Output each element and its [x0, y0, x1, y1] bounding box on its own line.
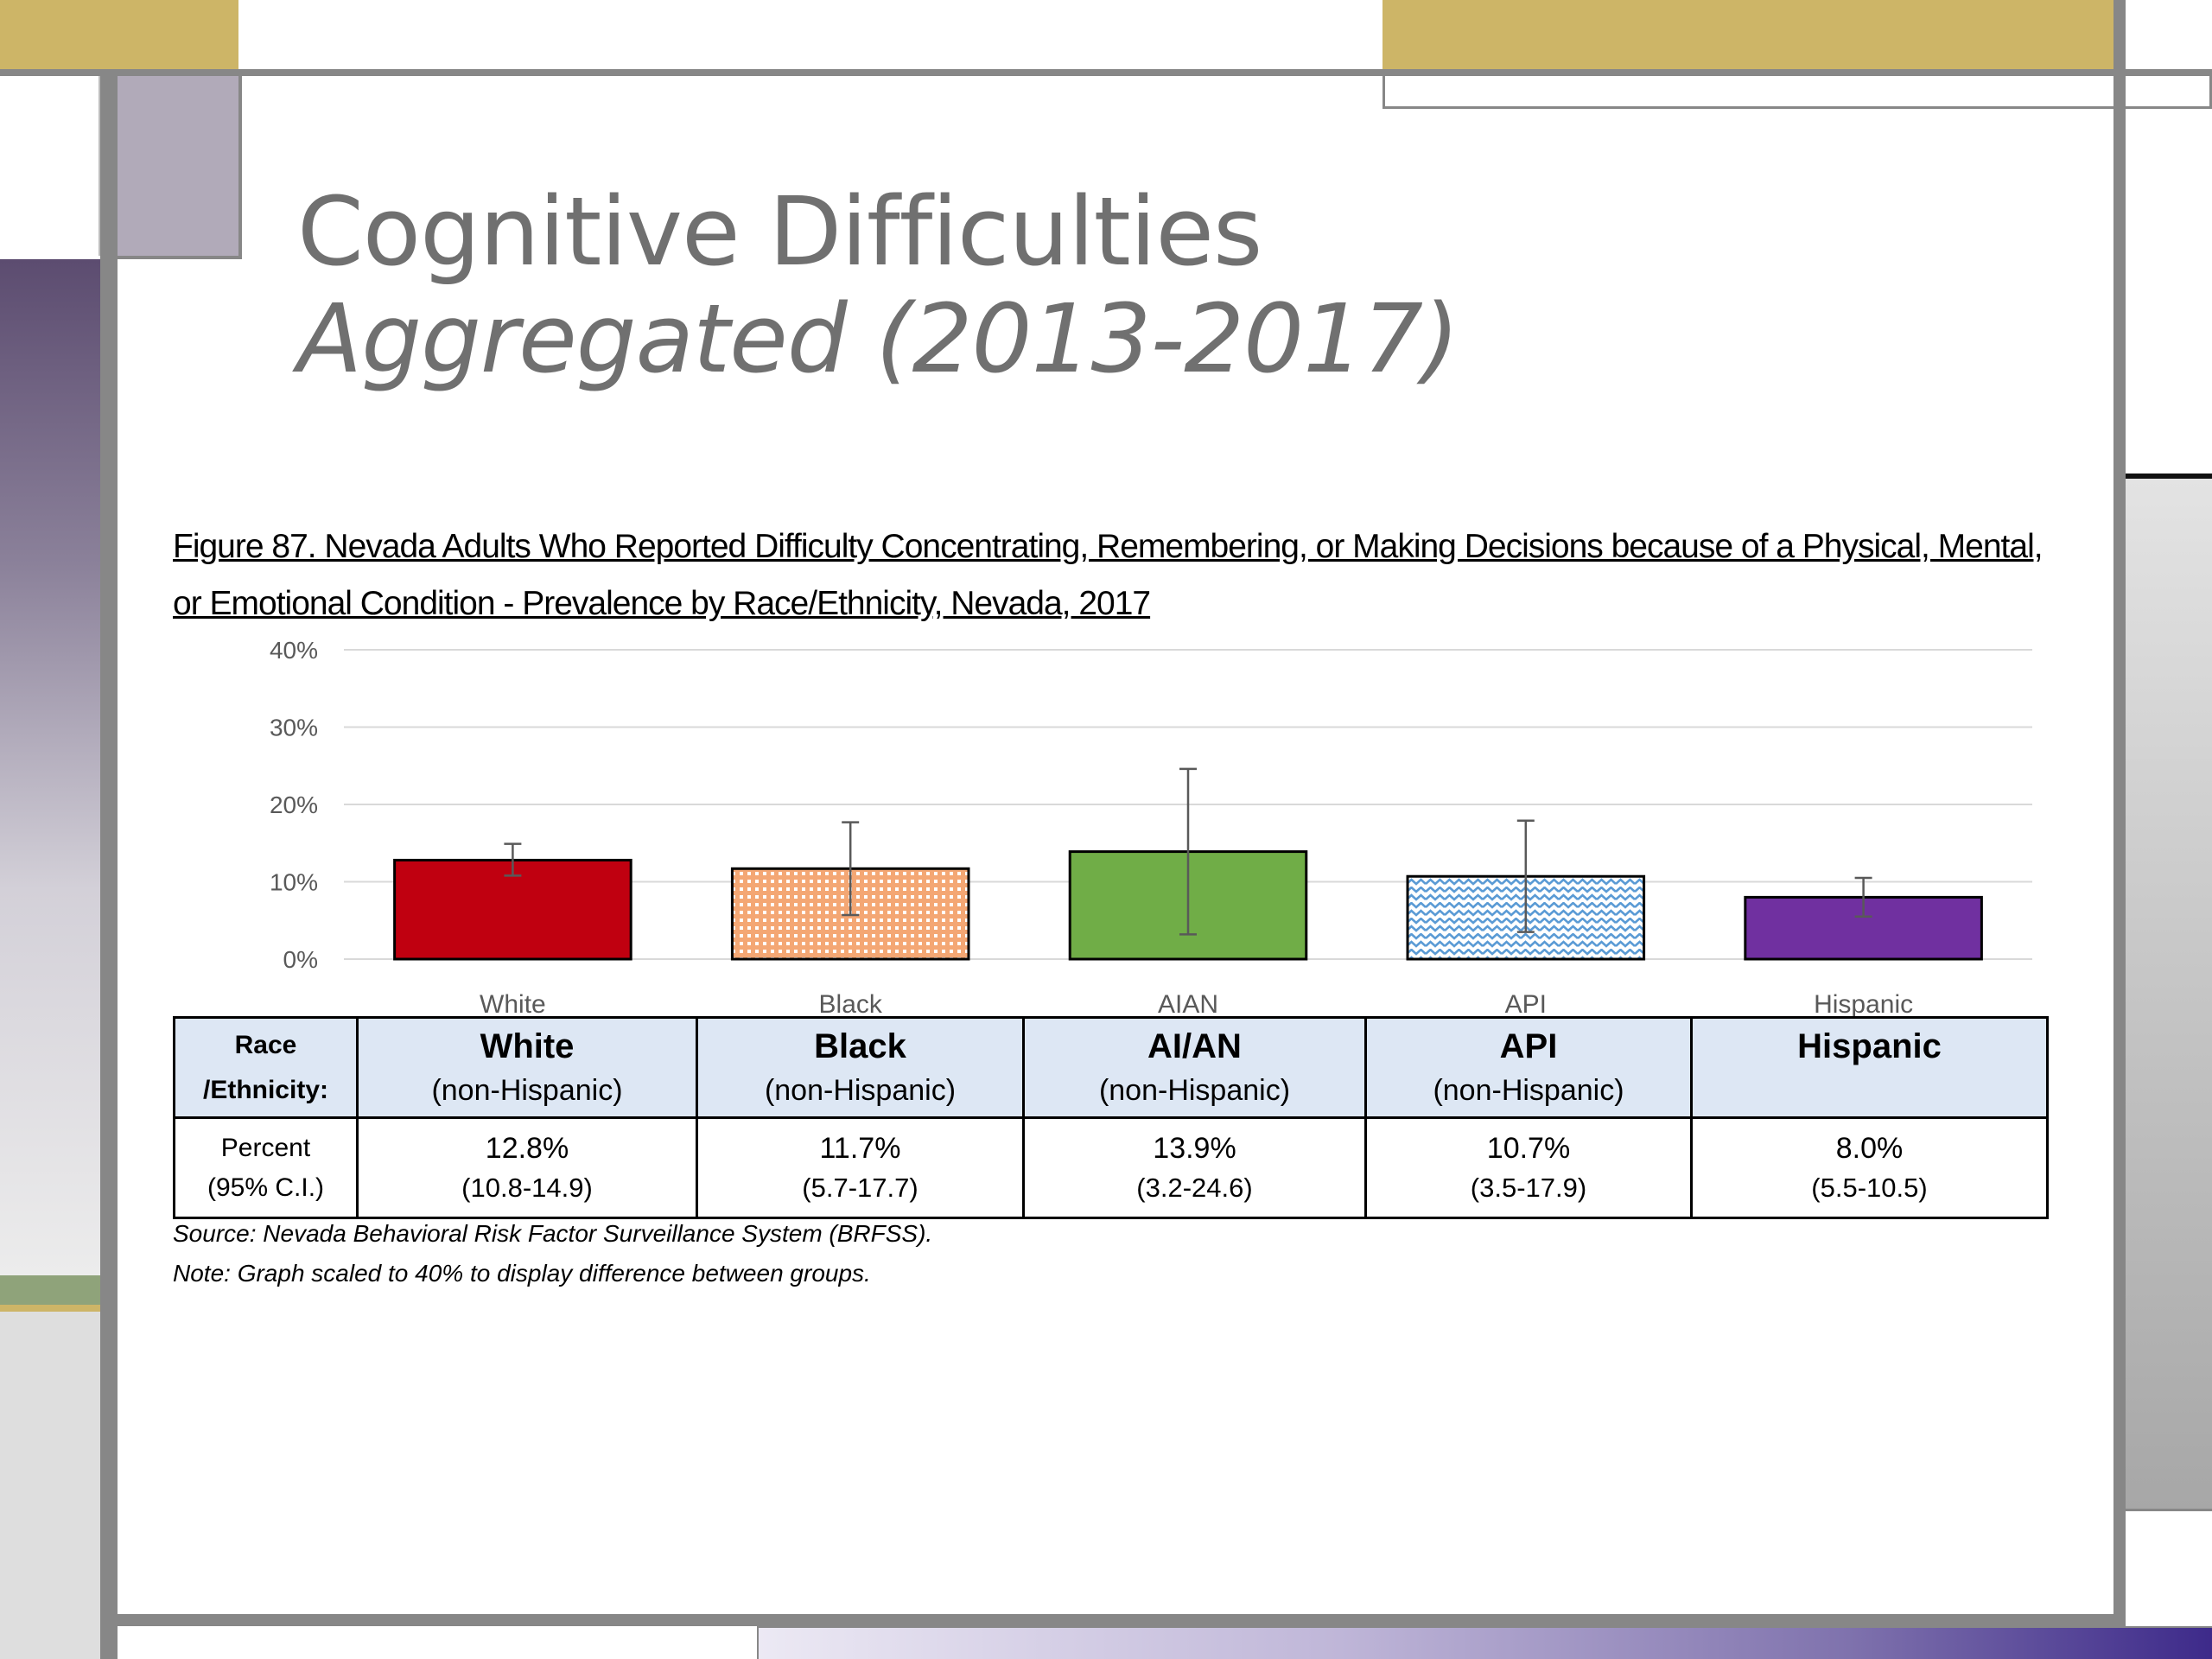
- table-row-label: Percent (95% C.I.): [173, 1116, 359, 1219]
- row-label-line2: (95% C.I.): [207, 1173, 325, 1202]
- ci-value: (3.5-17.9): [1470, 1172, 1587, 1203]
- gold-corner-block: [0, 0, 238, 69]
- group-subtitle: (non-Hispanic): [1098, 1073, 1291, 1107]
- slide-title-line2: Aggregated (2013-2017): [297, 283, 1459, 394]
- ci-value: (3.2-24.6): [1136, 1172, 1253, 1203]
- group-name: Hispanic: [1797, 1027, 1942, 1065]
- left-gold-accent: [0, 1305, 111, 1312]
- group-subtitle: (non-Hispanic): [1433, 1073, 1624, 1107]
- percent-value: 11.7%: [819, 1131, 901, 1165]
- group-name: White: [480, 1027, 575, 1065]
- group-subtitle: (non-Hispanic): [431, 1073, 623, 1107]
- group-name: AI/AN: [1147, 1027, 1242, 1065]
- percent-value: 8.0%: [1835, 1131, 1904, 1165]
- table-value-cell: 10.7% (3.5-17.9): [1364, 1116, 1693, 1219]
- gold-header-block: [1382, 0, 2113, 69]
- y-tick-label: 20%: [270, 791, 318, 818]
- table-value-cell: 13.9% (3.2-24.6): [1022, 1116, 1367, 1219]
- table-header-cell: API (non-Hispanic): [1364, 1016, 1693, 1119]
- percent-value: 13.9%: [1153, 1131, 1236, 1165]
- table-header-cell: White (non-Hispanic): [356, 1016, 698, 1119]
- bar-chart: 0% 10% 20% 30% 40% White Black AIAN API Hispanic: [270, 637, 2032, 1019]
- table-header-cell: Black (non-Hispanic): [696, 1016, 1025, 1119]
- table-row-label: Race /Ethnicity:: [173, 1016, 359, 1119]
- y-tick-label: 30%: [270, 715, 318, 741]
- top-right-frame-box: [1382, 69, 2212, 109]
- scale-note: Note: Graph scaled to 40% to display dif…: [173, 1260, 871, 1287]
- percent-value: 10.7%: [1486, 1131, 1571, 1165]
- table-value-cell: 12.8% (10.8-14.9): [356, 1116, 698, 1219]
- group-name: Black: [814, 1027, 906, 1065]
- x-category-label: White: [480, 990, 546, 1019]
- figure-caption: Figure 87. Nevada Adults Who Reported Di…: [173, 528, 2044, 622]
- y-tick-label: 10%: [270, 869, 318, 896]
- ci-value: (5.7-17.7): [802, 1172, 918, 1203]
- table-header-cell: AI/AN (non-Hispanic): [1022, 1016, 1367, 1119]
- top-frame-rule: [0, 69, 2212, 76]
- ci-value: (5.5-10.5): [1811, 1172, 1928, 1203]
- source-note: Source: Nevada Behavioral Risk Factor Su…: [173, 1220, 933, 1247]
- percent-value: 12.8%: [485, 1131, 569, 1165]
- left-purple-gradient-panel: [0, 259, 100, 1275]
- right-frame-line: [2126, 1509, 2212, 1511]
- row-label-line1: Percent: [220, 1133, 311, 1162]
- group-subtitle: (non-Hispanic): [764, 1073, 957, 1107]
- y-tick-label: 40%: [270, 637, 318, 664]
- left-frame-bar: [100, 76, 118, 1659]
- data-table: Race /Ethnicity: White (non-Hispanic) Bla…: [173, 1016, 2049, 1219]
- ci-value: (10.8-14.9): [461, 1172, 593, 1203]
- bottom-frame-rule: [100, 1614, 2126, 1626]
- table-value-cell: 11.7% (5.7-17.7): [696, 1116, 1025, 1219]
- group-name: API: [1499, 1027, 1558, 1065]
- bottom-purple-gradient-bar: [757, 1626, 2212, 1659]
- lilac-accent-square: [118, 76, 242, 259]
- right-frame-rule: [2126, 474, 2212, 479]
- x-category-label: AIAN: [1158, 990, 1218, 1019]
- x-category-label: Hispanic: [1814, 990, 1913, 1019]
- row-label-line2: /Ethnicity:: [202, 1075, 328, 1104]
- right-grey-gradient-panel: [2126, 479, 2212, 1509]
- x-category-label: API: [1505, 990, 1547, 1019]
- left-sage-accent: [0, 1275, 111, 1305]
- table-value-row: Percent (95% C.I.) 12.8% (10.8-14.9) 11.7…: [173, 1116, 2049, 1219]
- y-tick-label: 0%: [283, 946, 318, 973]
- row-label-line1: Race: [234, 1030, 297, 1059]
- left-frame-panel: [0, 76, 100, 256]
- table-header-cell: Hispanic: [1690, 1016, 2049, 1119]
- table-header-row: Race /Ethnicity: White (non-Hispanic) Bla…: [173, 1016, 2049, 1119]
- x-category-label: Black: [819, 990, 883, 1019]
- left-lower-panel: [0, 1312, 100, 1659]
- table-value-cell: 8.0% (5.5-10.5): [1690, 1116, 2049, 1219]
- right-frame-bar: [2113, 0, 2126, 1624]
- slide-title: Cognitive Difficulties Aggregated (2013-…: [297, 178, 1459, 392]
- slide-title-line1: Cognitive Difficulties: [297, 176, 1262, 287]
